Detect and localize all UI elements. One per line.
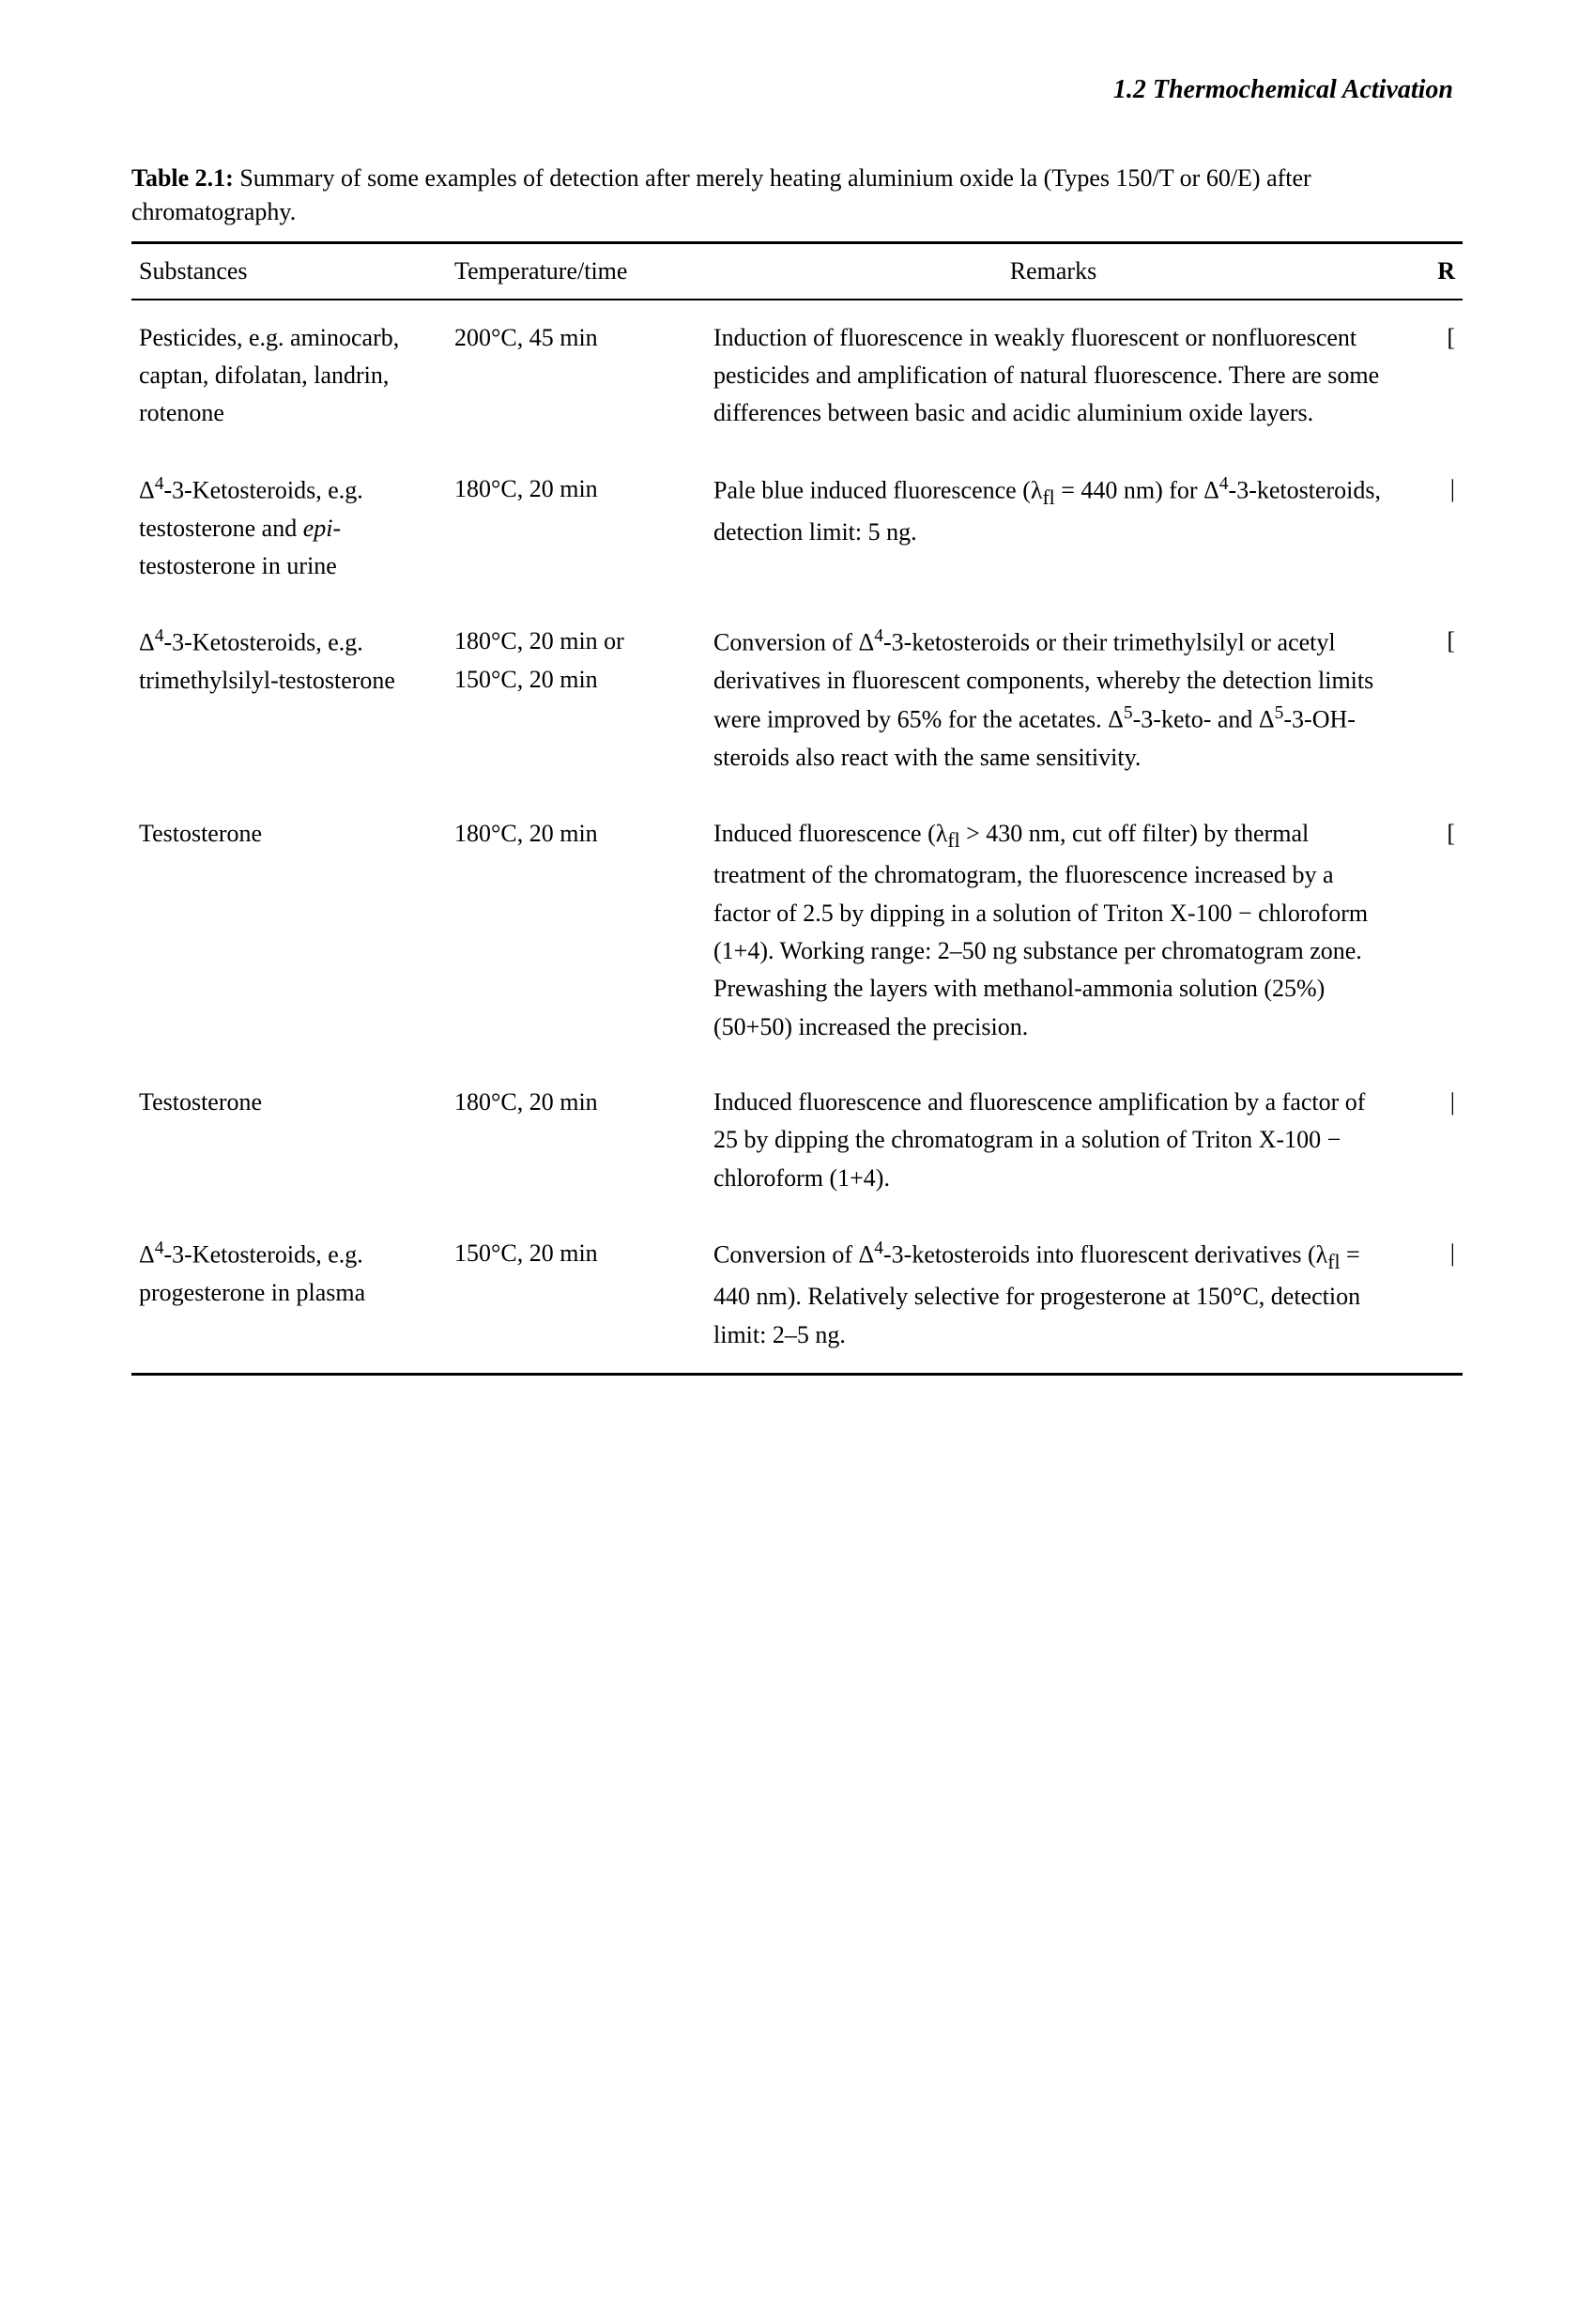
cell-substances: Testosterone <box>131 1065 447 1216</box>
table-row: Pesticides, e.g. aminocarb, captan, difo… <box>131 300 1463 452</box>
cell-remarks: Induced fluorescence and fluorescence am… <box>706 1065 1401 1216</box>
cell-temperature: 180°C, 20 min <box>447 452 706 605</box>
cell-r: | <box>1401 1216 1463 1375</box>
col-header-substances: Substances <box>131 242 447 300</box>
table-caption: Table 2.1: Summary of some examples of d… <box>131 162 1463 230</box>
cell-temperature: 180°C, 20 min or 150°C, 20 min <box>447 604 706 796</box>
detection-table: Substances Temperature/time Remarks R Pe… <box>131 241 1463 1376</box>
cell-substances: Testosterone <box>131 796 447 1065</box>
table-row: Δ4-3-Ketosteroids, e.g. progesterone in … <box>131 1216 1463 1375</box>
cell-remarks: Induction of fluorescence in weakly fluo… <box>706 300 1401 452</box>
cell-remarks: Conversion of Δ4-3-ketosteroids into flu… <box>706 1216 1401 1375</box>
table-row: Testosterone180°C, 20 minInduced fluores… <box>131 1065 1463 1216</box>
table-row: Δ4-3-Ketosteroids, e.g. trimethylsilyl-t… <box>131 604 1463 796</box>
table-row: Δ4-3-Ketosteroids, e.g. testosterone and… <box>131 452 1463 605</box>
col-header-r: R <box>1401 242 1463 300</box>
cell-temperature: 180°C, 20 min <box>447 1065 706 1216</box>
cell-r: [ <box>1401 300 1463 452</box>
cell-remarks: Induced fluorescence (λfl > 430 nm, cut … <box>706 796 1401 1065</box>
table-caption-label: Table 2.1: <box>131 164 234 192</box>
cell-temperature: 180°C, 20 min <box>447 796 706 1065</box>
cell-remarks: Conversion of Δ4-3-ketosteroids or their… <box>706 604 1401 796</box>
table-caption-text: Summary of some examples of detection af… <box>131 164 1311 225</box>
table-header-row: Substances Temperature/time Remarks R <box>131 242 1463 300</box>
cell-r: [ <box>1401 796 1463 1065</box>
cell-r: | <box>1401 452 1463 605</box>
cell-r: | <box>1401 1065 1463 1216</box>
cell-substances: Pesticides, e.g. aminocarb, captan, difo… <box>131 300 447 452</box>
cell-r: [ <box>1401 604 1463 796</box>
cell-substances: Δ4-3-Ketosteroids, e.g. testosterone and… <box>131 452 447 605</box>
cell-temperature: 200°C, 45 min <box>447 300 706 452</box>
table-row: Testosterone180°C, 20 minInduced fluores… <box>131 796 1463 1065</box>
cell-substances: Δ4-3-Ketosteroids, e.g. progesterone in … <box>131 1216 447 1375</box>
cell-temperature: 150°C, 20 min <box>447 1216 706 1375</box>
table-body: Pesticides, e.g. aminocarb, captan, difo… <box>131 300 1463 1375</box>
col-header-temperature: Temperature/time <box>447 242 706 300</box>
cell-remarks: Pale blue induced fluorescence (λfl = 44… <box>706 452 1401 605</box>
col-header-remarks: Remarks <box>706 242 1401 300</box>
page-section-header: 1.2 Thermochemical Activation <box>131 75 1463 105</box>
cell-substances: Δ4-3-Ketosteroids, e.g. trimethylsilyl-t… <box>131 604 447 796</box>
